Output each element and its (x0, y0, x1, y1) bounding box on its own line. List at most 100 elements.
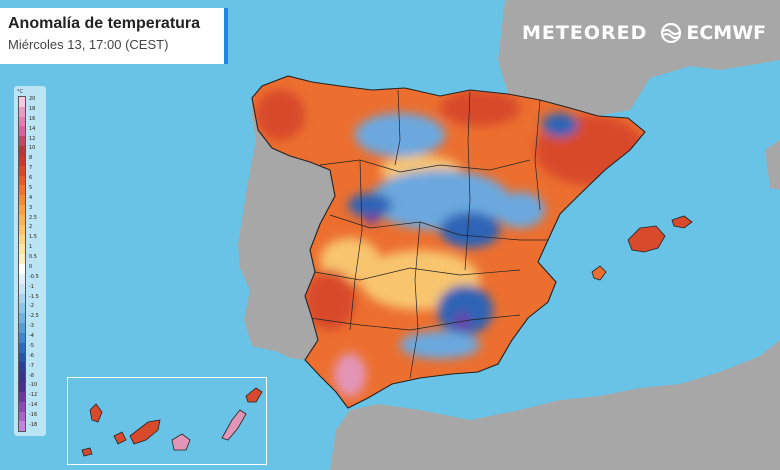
spain-outline (251, 75, 646, 409)
anomaly-cool-east (495, 192, 545, 228)
gran-canaria-island (171, 433, 191, 451)
legend-swatch (19, 136, 25, 147)
legend-label: 20 (29, 96, 36, 102)
anomaly-cold-south (437, 285, 493, 335)
legend-swatch (19, 382, 25, 392)
legend-label: 3 (29, 204, 33, 211)
legend-label: 12 (29, 135, 36, 142)
anomaly-cold-west (348, 193, 392, 217)
africa-land (330, 340, 780, 470)
legend-swatch (19, 332, 25, 343)
legend-label: -5 (29, 342, 34, 349)
legend-swatch (19, 97, 25, 107)
legend-swatch (19, 411, 25, 422)
legend-swatch (19, 283, 25, 294)
legend-label: -12 (29, 392, 38, 399)
legend-label: 14 (29, 125, 36, 132)
canary-islands (81, 387, 263, 457)
legend-swatch (19, 234, 25, 245)
balearic-islands (591, 215, 693, 281)
legend-swatch (19, 106, 25, 117)
legend-swatch (19, 313, 25, 324)
legend-swatch (19, 205, 25, 215)
legend-swatch (19, 165, 25, 176)
legend-label: 4 (29, 194, 33, 201)
legend-swatch (19, 254, 25, 265)
legend-label: -7 (29, 362, 34, 369)
ecmwf-text: ECMWF (686, 22, 767, 44)
legend-label: -18 (29, 421, 38, 428)
legend-swatch (19, 352, 25, 363)
legend-colorbar (18, 96, 26, 432)
legend-label: -4 (29, 333, 34, 339)
mallorca-island (627, 225, 666, 253)
legend-swatch (19, 264, 25, 274)
meteored-logo: METEORED (522, 22, 648, 44)
legend-swatch (19, 421, 25, 432)
legend-label: -1.5 (29, 293, 39, 300)
legend-label: -1 (29, 283, 34, 290)
legend-swatch (19, 116, 25, 127)
legend-labels: 20 18 16 14 12 10 8 7 6 5 4 3 2.5 2 1.5 1 0.5 0 -0.5 -1 -1.5… (29, 96, 47, 432)
legend-swatch (19, 224, 25, 235)
legend-label: 8 (29, 155, 33, 162)
legend-label: -0.5 (29, 273, 39, 280)
legend-label: 16 (29, 115, 36, 122)
legend-swatch (19, 185, 25, 196)
legend-swatch (19, 342, 25, 353)
legend-label: 6 (29, 175, 33, 181)
legend-swatch (19, 372, 25, 383)
legend-label: 1.5 (29, 234, 37, 241)
legend-swatch (19, 126, 25, 137)
portugal-land (238, 98, 335, 360)
france-land (498, 0, 780, 116)
anomaly-cold-catalonia (542, 113, 578, 137)
legend-swatch (19, 175, 25, 186)
anomaly-hot-galicia (255, 90, 305, 140)
legend-label: -16 (29, 412, 38, 418)
region-borders (309, 89, 548, 379)
anomaly-extreme-southwest (334, 353, 366, 397)
legend-swatch (19, 362, 25, 373)
anomaly-cold-central (440, 212, 500, 248)
legend-label: -2 (29, 303, 34, 310)
sardinia-land (765, 140, 780, 190)
legend-label: -3 (29, 323, 34, 330)
legend-label: -6 (29, 352, 34, 359)
el-hierro-island (81, 447, 93, 457)
legend-label: -8 (29, 372, 34, 379)
legend-unit: °C (17, 89, 23, 95)
legend-swatch (19, 244, 25, 255)
legend-swatch (19, 155, 25, 166)
menorca-island (671, 215, 693, 229)
legend-label: -10 (29, 382, 38, 389)
anomaly-hot-southwest (305, 270, 355, 330)
map-subtitle: Miércoles 13, 17:00 (CEST) (8, 37, 169, 52)
legend-swatch (19, 146, 25, 156)
legend-swatch (19, 195, 25, 206)
la-gomera-island (113, 431, 127, 445)
lanzarote-island (245, 387, 263, 403)
anomaly-very-cold-spot (364, 212, 380, 224)
legend-swatch (19, 273, 25, 284)
legend-swatch (19, 391, 25, 402)
legend-swatch (19, 401, 25, 412)
ecmwf-logo: ECMWF (659, 22, 766, 44)
ibiza-island (591, 265, 607, 281)
legend-label: 1 (29, 244, 33, 251)
legend-swatch (19, 293, 25, 304)
legend-swatch (19, 214, 25, 225)
map-title: Anomalía de temperatura (8, 15, 201, 32)
legend-label: 5 (29, 184, 33, 191)
la-palma-island (89, 403, 103, 423)
anomaly-cool-south (400, 331, 480, 359)
legend-label: 18 (29, 105, 36, 112)
legend-label: 2.5 (29, 214, 37, 221)
legend-swatch (19, 303, 25, 314)
legend-swatch (19, 323, 25, 333)
title-panel: Anomalía de temperatura Miércoles 13, 17… (0, 8, 228, 64)
fuerteventura-island (221, 409, 247, 441)
legend-label: -2.5 (29, 313, 39, 320)
logo-bar: METEORED ECMWF (522, 20, 766, 46)
